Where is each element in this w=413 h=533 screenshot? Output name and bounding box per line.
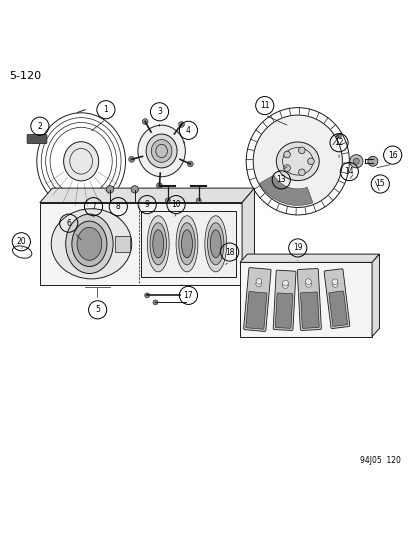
Text: 1: 1 xyxy=(103,105,108,114)
Text: 14: 14 xyxy=(344,167,353,176)
Text: 17: 17 xyxy=(183,291,193,300)
Circle shape xyxy=(106,185,114,193)
Circle shape xyxy=(152,300,157,305)
Ellipse shape xyxy=(253,115,342,207)
Ellipse shape xyxy=(72,221,107,266)
Circle shape xyxy=(282,282,287,288)
Wedge shape xyxy=(259,175,312,205)
Ellipse shape xyxy=(151,140,171,163)
Text: 3: 3 xyxy=(157,107,161,116)
FancyBboxPatch shape xyxy=(323,269,349,328)
Ellipse shape xyxy=(181,230,192,258)
Text: 15: 15 xyxy=(375,180,384,189)
Circle shape xyxy=(128,157,134,162)
Ellipse shape xyxy=(275,142,318,181)
Ellipse shape xyxy=(176,216,197,272)
Text: 2: 2 xyxy=(38,122,42,131)
Text: 19: 19 xyxy=(292,244,302,253)
Circle shape xyxy=(145,293,149,298)
Circle shape xyxy=(282,280,288,286)
Ellipse shape xyxy=(210,230,221,258)
Ellipse shape xyxy=(66,214,113,273)
Polygon shape xyxy=(240,262,371,337)
FancyBboxPatch shape xyxy=(243,268,271,332)
Ellipse shape xyxy=(204,216,226,272)
Ellipse shape xyxy=(178,223,195,265)
Circle shape xyxy=(298,147,304,154)
FancyBboxPatch shape xyxy=(297,269,320,330)
Ellipse shape xyxy=(147,216,169,272)
Circle shape xyxy=(196,198,201,203)
Circle shape xyxy=(255,278,261,284)
Circle shape xyxy=(305,279,311,285)
Circle shape xyxy=(305,281,311,287)
Circle shape xyxy=(353,158,358,164)
Circle shape xyxy=(331,279,337,285)
Polygon shape xyxy=(40,203,242,285)
Circle shape xyxy=(332,281,337,287)
Text: 8: 8 xyxy=(116,202,120,211)
FancyBboxPatch shape xyxy=(275,293,292,328)
FancyBboxPatch shape xyxy=(141,211,235,277)
Text: 5: 5 xyxy=(95,305,100,314)
Circle shape xyxy=(367,156,377,166)
Circle shape xyxy=(255,281,261,287)
Circle shape xyxy=(283,165,290,172)
Text: 4: 4 xyxy=(185,126,190,135)
Text: 11: 11 xyxy=(259,101,269,110)
FancyBboxPatch shape xyxy=(245,292,266,329)
FancyBboxPatch shape xyxy=(300,292,318,328)
Text: 10: 10 xyxy=(171,200,180,209)
Polygon shape xyxy=(40,188,254,203)
FancyBboxPatch shape xyxy=(273,270,295,330)
Circle shape xyxy=(349,155,362,168)
FancyBboxPatch shape xyxy=(115,236,130,252)
FancyBboxPatch shape xyxy=(328,291,347,326)
Ellipse shape xyxy=(64,142,98,181)
Ellipse shape xyxy=(138,125,185,177)
Ellipse shape xyxy=(77,227,102,260)
Ellipse shape xyxy=(152,230,163,258)
FancyBboxPatch shape xyxy=(27,134,47,143)
Circle shape xyxy=(187,161,193,167)
Text: 16: 16 xyxy=(387,151,396,159)
Circle shape xyxy=(178,122,184,127)
Text: 9: 9 xyxy=(145,200,149,209)
Ellipse shape xyxy=(51,209,131,279)
Circle shape xyxy=(156,183,162,189)
Circle shape xyxy=(283,151,290,158)
Circle shape xyxy=(131,185,138,193)
Text: 18: 18 xyxy=(224,247,234,256)
Polygon shape xyxy=(240,254,379,262)
Text: 13: 13 xyxy=(276,175,285,184)
Circle shape xyxy=(142,119,148,125)
Circle shape xyxy=(165,198,170,203)
Text: 6: 6 xyxy=(66,219,71,228)
Text: 20: 20 xyxy=(17,237,26,246)
Circle shape xyxy=(298,169,304,175)
Ellipse shape xyxy=(207,223,223,265)
Text: 7: 7 xyxy=(91,202,96,211)
Circle shape xyxy=(336,133,341,138)
Ellipse shape xyxy=(146,134,177,168)
Circle shape xyxy=(307,158,313,165)
Text: 5-120: 5-120 xyxy=(9,70,41,80)
Text: 94J05  120: 94J05 120 xyxy=(359,456,400,465)
Text: 12: 12 xyxy=(333,138,343,147)
Ellipse shape xyxy=(150,223,166,265)
Polygon shape xyxy=(242,188,254,285)
Polygon shape xyxy=(371,254,379,337)
